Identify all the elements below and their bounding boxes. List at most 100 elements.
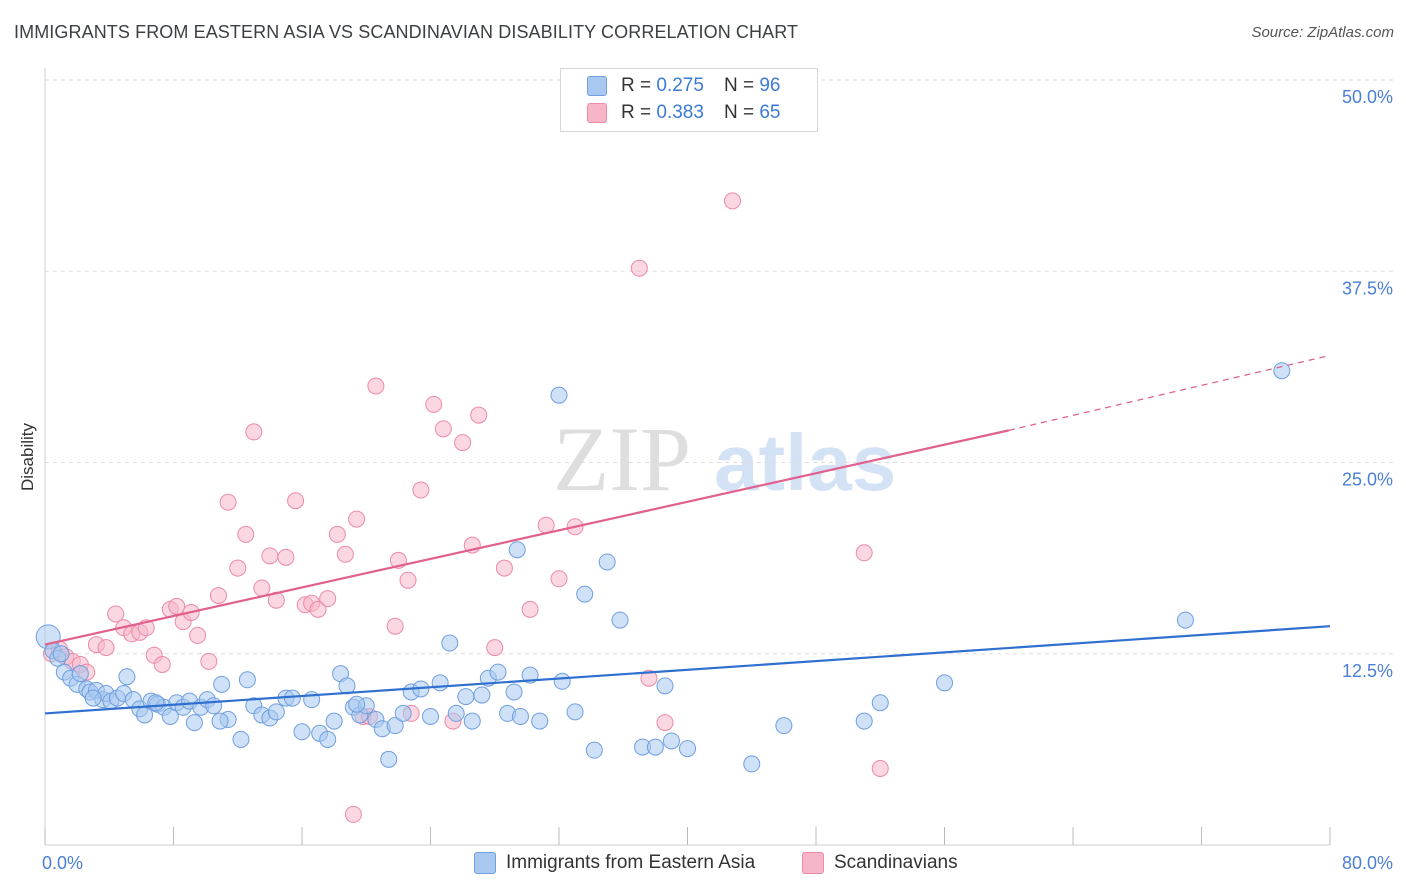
y-tick-label: 37.5% [1342,278,1393,298]
point-eastern-asia [662,732,680,750]
point-eastern-asia [611,611,629,629]
legend-n-value: 96 [759,75,781,96]
point-scandinavians [97,639,115,657]
point-scandinavians [399,571,417,589]
point-scandinavians [209,587,227,605]
point-scandinavians [367,377,385,395]
point-scandinavians [319,590,337,608]
point-scandinavians [434,420,452,438]
point-eastern-asia [576,585,594,603]
y-tick-label: 25.0% [1342,470,1393,490]
bottom-legend-swatch-blue [474,852,496,874]
point-eastern-asia [598,553,616,571]
trendline-scandinavians-extrapolated [1008,354,1331,431]
point-scandinavians [253,579,271,597]
point-eastern-asia [205,697,223,715]
legend-r-value: 0.275 [656,75,704,96]
bottom-legend-series2: Scandinavians [802,852,958,874]
point-eastern-asia [118,668,136,686]
y-tick-label: 12.5% [1342,661,1393,681]
point-scandinavians [425,395,443,413]
legend-row-pink: R = 0.383 N = 65 [587,100,780,126]
point-eastern-asia [508,541,526,559]
point-eastern-asia [431,674,449,692]
point-eastern-asia [679,740,696,758]
point-scandinavians [470,406,488,424]
point-eastern-asia [185,714,203,732]
point-eastern-asia [656,677,674,695]
x-tick-label-min: 0.0% [42,853,83,873]
point-eastern-asia [267,703,285,721]
point-scandinavians [486,639,504,657]
point-scandinavians [153,655,171,673]
point-eastern-asia [775,717,793,735]
point-scandinavians [348,510,366,528]
point-eastern-asia [161,707,179,725]
point-eastern-asia [489,663,507,681]
point-scandinavians [168,597,186,615]
point-eastern-asia [1273,362,1291,380]
point-scandinavians [344,805,362,823]
point-scandinavians [723,192,741,210]
point-eastern-asia [319,730,337,748]
point-eastern-asia [566,703,584,721]
point-scandinavians [521,600,539,618]
bottom-legend-swatch-pink [802,852,824,874]
point-eastern-asia [283,689,301,707]
legend-swatch-blue [587,76,607,96]
point-scandinavians [287,492,305,510]
point-scandinavians [871,760,889,777]
point-scandinavians [550,570,568,588]
point-scandinavians [229,559,247,577]
point-eastern-asia [505,683,523,701]
point-eastern-asia [553,672,571,690]
point-eastern-asia [293,723,311,741]
y-tick-label: 50.0% [1342,87,1393,107]
chart-title: IMMIGRANTS FROM EASTERN ASIA VS SCANDINA… [14,22,799,42]
point-scandinavians [855,544,873,562]
point-scandinavians [189,626,207,644]
point-scandinavians [200,652,218,670]
point-scandinavians [386,617,404,635]
y-axis-title: Disability [18,422,37,491]
bottom-legend-label-pink: Scandinavians [834,852,958,873]
point-scandinavians [495,559,513,577]
legend-r-value: 0.383 [656,102,704,123]
point-eastern-asia [855,712,873,730]
legend-swatch-pink [587,103,607,123]
point-scandinavians [309,600,327,618]
trendline-scandinavians [44,429,1009,646]
legend-n-value: 65 [759,102,781,123]
point-eastern-asia [511,707,529,725]
watermark-zip: ZIP [553,408,691,510]
point-eastern-asia [743,755,761,773]
trendline-eastern-asia [44,625,1331,715]
point-scandinavians [656,714,674,732]
point-scandinavians [245,423,263,441]
point-scandinavians [328,525,346,543]
point-eastern-asia [386,717,404,735]
point-scandinavians [107,605,125,623]
point-eastern-asia [447,704,465,722]
bottom-legend-series1: Immigrants from Eastern Asia [474,852,755,874]
point-eastern-asia [463,712,481,730]
point-eastern-asia [531,712,549,730]
legend-r-label: R = [621,75,652,96]
point-eastern-asia [84,689,102,707]
legend-n-label: N = [723,75,755,96]
point-scandinavians [454,434,472,452]
watermark: ZIP atlas [553,408,896,510]
point-scandinavians [261,547,279,565]
bottom-legend-label-blue: Immigrants from Eastern Asia [506,852,756,873]
point-scandinavians [412,481,430,499]
point-eastern-asia [457,688,475,706]
point-eastern-asia [380,750,398,768]
point-scandinavians [630,259,648,277]
point-scandinavians [277,548,295,566]
point-eastern-asia [646,738,664,756]
point-scandinavians [237,525,255,543]
point-scandinavians [640,669,658,687]
point-eastern-asia [394,704,412,722]
point-scandinavians [219,493,237,511]
